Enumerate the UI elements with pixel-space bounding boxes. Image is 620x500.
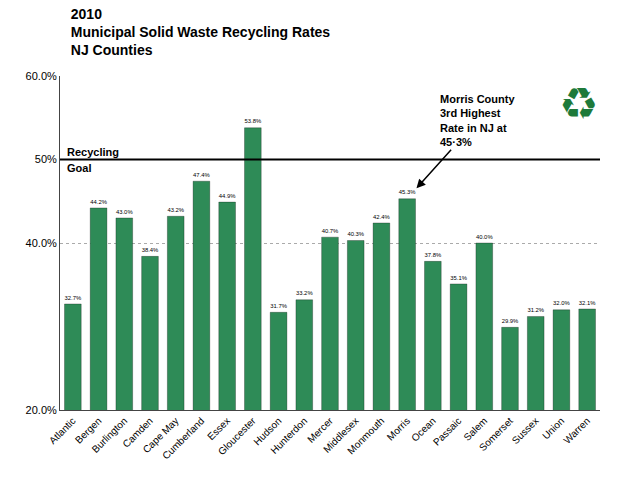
svg-text:29.9%: 29.9% — [502, 318, 519, 324]
svg-text:Cumberland: Cumberland — [160, 415, 206, 461]
svg-text:43.0%: 43.0% — [116, 209, 133, 215]
svg-text:Warren: Warren — [561, 415, 592, 446]
svg-text:43.2%: 43.2% — [167, 207, 184, 213]
svg-text:Somerset: Somerset — [477, 415, 515, 453]
svg-text:40.0%: 40.0% — [476, 234, 493, 240]
svg-text:44.2%: 44.2% — [90, 199, 107, 205]
svg-text:Recycling: Recycling — [67, 146, 119, 158]
svg-text:♻: ♻ — [559, 78, 598, 129]
svg-text:Hudson: Hudson — [251, 415, 283, 447]
svg-text:Morris: Morris — [385, 415, 412, 442]
svg-text:20.0%: 20.0% — [26, 404, 57, 416]
svg-text:31.7%: 31.7% — [270, 303, 287, 309]
svg-text:32.0%: 32.0% — [553, 300, 570, 306]
svg-text:Hunterdon: Hunterdon — [268, 415, 309, 456]
svg-text:Ocean: Ocean — [409, 415, 438, 444]
svg-text:47.4%: 47.4% — [193, 172, 210, 178]
svg-text:Burlington: Burlington — [90, 415, 130, 455]
svg-text:Mercer: Mercer — [305, 415, 335, 445]
svg-text:37.8%: 37.8% — [425, 252, 442, 258]
svg-text:Union: Union — [540, 415, 566, 441]
svg-text:60.0%: 60.0% — [26, 70, 57, 82]
svg-text:32.7%: 32.7% — [65, 295, 82, 301]
svg-text:Passaic: Passaic — [431, 415, 464, 448]
svg-text:32.1%: 32.1% — [579, 300, 596, 306]
svg-text:Salem: Salem — [461, 415, 489, 443]
svg-text:53.8%: 53.8% — [245, 118, 262, 124]
svg-text:Monmouth: Monmouth — [345, 415, 386, 456]
svg-text:Essex: Essex — [205, 415, 232, 442]
svg-text:50%: 50% — [35, 153, 57, 165]
svg-text:Sussex: Sussex — [510, 415, 541, 446]
svg-text:40.7%: 40.7% — [322, 228, 339, 234]
svg-text:40.0%: 40.0% — [26, 237, 57, 249]
svg-text:Bergen: Bergen — [73, 415, 104, 446]
svg-text:Middlesex: Middlesex — [321, 415, 361, 455]
svg-text:Gloucester: Gloucester — [216, 415, 258, 457]
svg-text:Atlantic: Atlantic — [47, 415, 78, 446]
svg-text:45.3%: 45.3% — [399, 189, 416, 195]
svg-text:Camden: Camden — [120, 415, 155, 450]
svg-text:33.2%: 33.2% — [296, 290, 313, 296]
svg-text:40.3%: 40.3% — [347, 231, 364, 237]
svg-text:Morris County3rd HighestRate i: Morris County3rd HighestRate in NJ at45·… — [440, 93, 515, 148]
svg-text:Goal: Goal — [67, 162, 91, 174]
svg-text:42.4%: 42.4% — [373, 214, 390, 220]
svg-text:2010Municipal Solid Waste Recy: 2010Municipal Solid Waste Recycling Rate… — [71, 6, 331, 58]
svg-text:38.4%: 38.4% — [142, 247, 159, 253]
svg-text:35.1%: 35.1% — [450, 275, 467, 281]
svg-text:Cape May: Cape May — [141, 415, 181, 455]
svg-text:44.9%: 44.9% — [219, 193, 236, 199]
svg-text:31.2%: 31.2% — [527, 307, 544, 313]
